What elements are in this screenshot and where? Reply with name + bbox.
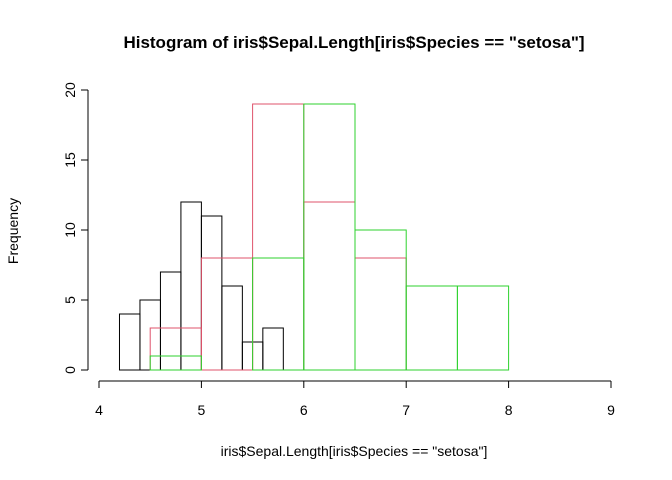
x-tick-label: 4 [95, 402, 103, 418]
x-tick-label: 8 [505, 402, 513, 418]
y-tick-label: 10 [62, 222, 78, 238]
histogram-bar [252, 257, 305, 371]
histogram-bar [354, 229, 407, 371]
y-tick-label: 5 [62, 296, 78, 304]
histogram-series-2 [149, 103, 407, 371]
histogram-bar [303, 103, 356, 371]
histogram-bar [200, 215, 223, 371]
histogram-bar [159, 271, 182, 371]
x-axis: 4 5 6 7 8 9 [95, 380, 615, 418]
histogram-bars [118, 103, 510, 371]
histogram-bar [405, 285, 458, 371]
histogram-bar [149, 327, 202, 371]
histogram-bar [252, 103, 305, 371]
x-tick-label: 6 [300, 402, 308, 418]
y-axis: 0 5 10 15 20 [62, 82, 89, 374]
histogram-bar [456, 285, 510, 371]
x-tick-label: 7 [402, 402, 410, 418]
histogram-series-3 [149, 103, 510, 371]
y-tick-label: 15 [62, 152, 78, 168]
histogram-bar [118, 313, 141, 371]
histogram-bar [180, 201, 202, 371]
histogram-bar [354, 257, 407, 371]
y-tick-label: 0 [62, 366, 78, 374]
y-tick-label: 20 [62, 82, 78, 98]
x-tick-label: 9 [607, 402, 615, 418]
histogram-bar [221, 285, 243, 371]
histogram-bar [303, 201, 356, 371]
chart-title: Histogram of iris$Sepal.Length[iris$Spec… [123, 33, 584, 52]
histogram-bar [262, 327, 284, 371]
histogram-bar [200, 257, 254, 371]
x-axis-label: iris$Sepal.Length[iris$Species == "setos… [221, 443, 488, 459]
y-axis-label: Frequency [5, 198, 21, 264]
histogram-bar [149, 355, 202, 371]
x-tick-label: 5 [198, 402, 206, 418]
